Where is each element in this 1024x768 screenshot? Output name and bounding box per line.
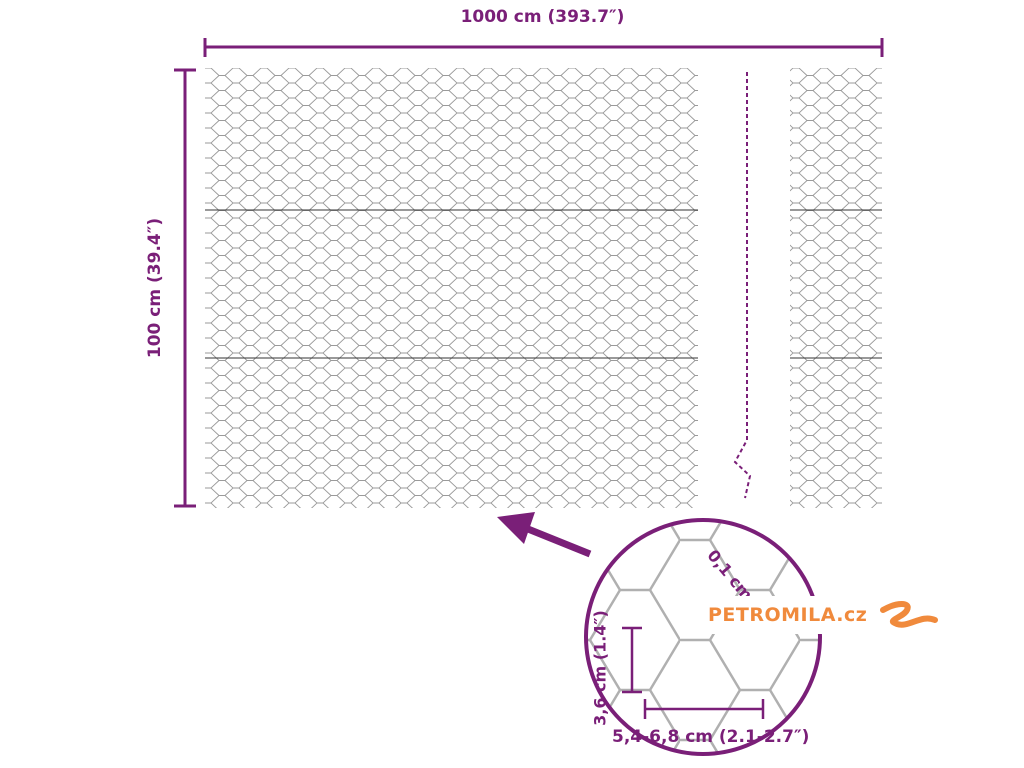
logo-text: PETROMILA.cz — [708, 604, 868, 626]
width-dimension-line — [203, 38, 884, 57]
watermark-logo: PETROMILA.cz — [700, 596, 948, 634]
logo-swoosh-icon — [880, 601, 939, 628]
mesh-width-label: 5,4-6,8 cm (2.1-2.7″) — [612, 727, 810, 747]
break-line — [733, 72, 752, 499]
height-label: 100 cm (39.4″) — [145, 217, 165, 359]
width-label: 1000 cm (393.7″) — [460, 7, 625, 27]
height-dimension-line — [174, 68, 196, 508]
arrow-icon — [497, 512, 592, 558]
mesh-panel-left — [205, 68, 698, 508]
detail-magnifier — [584, 518, 822, 756]
mesh-seam-lines — [205, 209, 882, 359]
mesh-height-label: 3,6 cm (1.4″) — [590, 610, 610, 726]
mesh-panel-right — [790, 68, 882, 508]
